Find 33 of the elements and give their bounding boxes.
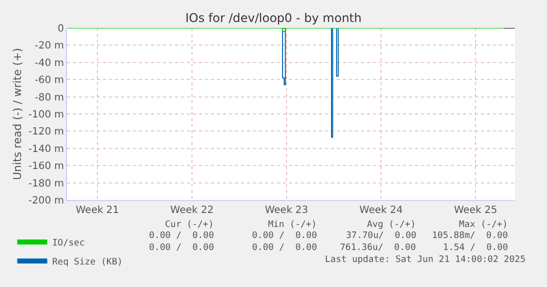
text: 0.00 / 0.00 <box>252 231 318 241</box>
text: Last update: Sat Jun 21 14:00:02 2025 <box>325 255 526 265</box>
text: 1.54 / 0.00 <box>443 243 508 253</box>
text: 0.00 / 0.00 <box>149 243 214 253</box>
text: Max (-/+) <box>459 220 508 230</box>
chart-title: IOs for /dev/loop0 - by month <box>185 11 362 26</box>
y-tick-label: -120 m <box>28 126 64 138</box>
y-tick-label: 0 <box>58 24 64 34</box>
text: Cur (-/+) <box>165 220 214 230</box>
x-tick-label: Week 25 <box>454 205 498 216</box>
text: 761.36u/ 0.00 <box>340 243 416 253</box>
text: 37.70u/ 0.00 <box>346 231 416 241</box>
y-tick-label: -100 m <box>28 110 64 120</box>
legend-label: Req Size (KB) <box>52 258 123 268</box>
x-tick-label: Week 22 <box>170 205 214 216</box>
y-tick-label: -200 m <box>28 196 64 206</box>
y-tick-label: -140 m <box>28 144 64 155</box>
legend-label: IO/sec <box>52 238 85 249</box>
x-tick-label: Week 21 <box>76 205 120 216</box>
y-tick-label: -20 m <box>34 40 64 52</box>
y-tick-label: -60 m <box>34 75 64 86</box>
text: Min (-/+) <box>268 220 317 230</box>
x-tick-label: Week 23 <box>264 205 308 216</box>
y-tick-label: -180 m <box>28 178 64 190</box>
text: 0.00 / 0.00 <box>252 243 318 253</box>
text: 105.88m/ 0.00 <box>432 231 508 241</box>
y-tick-label: -80 m <box>34 92 64 104</box>
x-tick-label: Week 24 <box>359 205 403 216</box>
text: 0.00 / 0.00 <box>149 231 214 241</box>
y-axis-title: Units read (-) / write (+) <box>11 48 24 180</box>
text: Avg (-/+) <box>367 220 416 230</box>
y-tick-label: -40 m <box>34 58 64 69</box>
y-tick-label: -160 m <box>28 161 64 172</box>
